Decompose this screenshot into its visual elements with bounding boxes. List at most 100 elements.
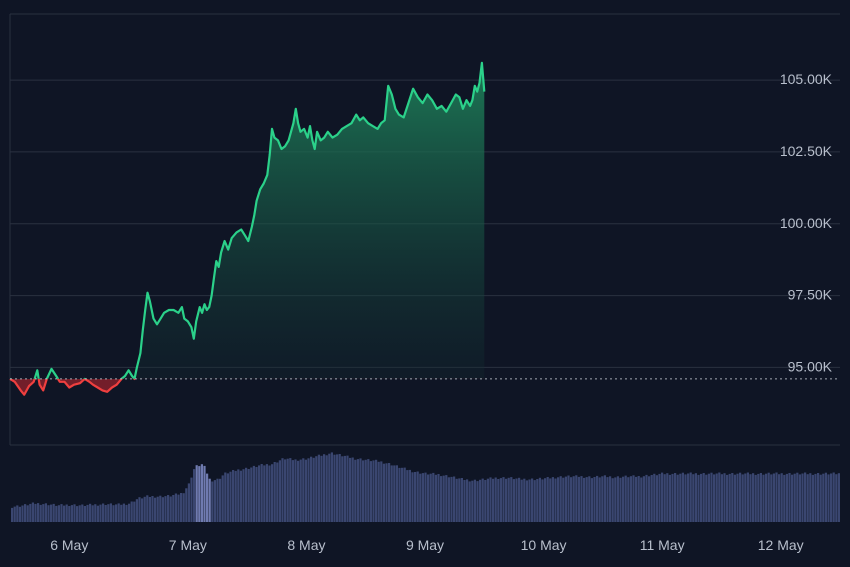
volume-bar xyxy=(590,478,593,522)
volume-bar xyxy=(89,503,92,522)
volume-bar xyxy=(141,498,144,522)
volume-bar xyxy=(151,496,154,522)
volume-bar xyxy=(473,479,476,522)
volume-bar xyxy=(648,476,651,522)
volume-bar xyxy=(221,475,224,522)
volume-bar xyxy=(528,479,531,522)
volume-bar xyxy=(616,476,619,522)
volume-bar xyxy=(198,466,201,522)
volume-bar xyxy=(130,501,133,522)
volume-bar xyxy=(239,470,242,522)
volume-bar xyxy=(247,469,250,522)
volume-bar xyxy=(767,472,770,522)
y-tick-label-0: 95.00K xyxy=(788,358,833,374)
volume-bar xyxy=(832,472,835,522)
volume-bar xyxy=(419,473,422,522)
volume-bar xyxy=(421,473,424,522)
volume-bar xyxy=(356,459,359,522)
volume-bar xyxy=(697,474,700,522)
volume-bar xyxy=(598,477,601,522)
volume-bar xyxy=(96,505,99,522)
volume-bar xyxy=(580,476,583,522)
x-tick-label-5: 11 May xyxy=(640,537,685,553)
volume-bar xyxy=(304,459,307,522)
volume-bar xyxy=(385,463,388,522)
volume-bar xyxy=(60,504,63,522)
volume-bar xyxy=(830,473,833,522)
volume-bar xyxy=(741,474,744,522)
volume-bar xyxy=(377,461,380,522)
volume-bar xyxy=(255,467,258,522)
volume-bar xyxy=(406,470,409,522)
volume-bar xyxy=(388,463,391,522)
volume-bar xyxy=(302,458,305,522)
volume-bar xyxy=(562,477,565,522)
volume-bar xyxy=(692,474,695,522)
volume-bar xyxy=(208,478,211,522)
volume-bar xyxy=(798,474,801,522)
volume-bar xyxy=(315,456,318,522)
volume-bar xyxy=(793,473,796,522)
volume-bar xyxy=(81,504,84,522)
volume-bar xyxy=(497,479,500,522)
volume-bar xyxy=(505,478,508,522)
volume-bar xyxy=(369,461,372,522)
volume-bar xyxy=(117,503,120,522)
volume-bar xyxy=(367,459,370,522)
volume-bar xyxy=(512,479,515,522)
volume-bar xyxy=(73,504,76,522)
volume-bar xyxy=(138,497,141,522)
x-tick-label-6: 12 May xyxy=(758,537,804,553)
volume-bar xyxy=(445,475,448,522)
volume-bar xyxy=(161,497,164,522)
volume-bar xyxy=(778,474,781,522)
volume-bar xyxy=(536,479,539,522)
volume-bar xyxy=(726,474,729,522)
volume-bar xyxy=(99,504,102,522)
volume-bar xyxy=(169,496,172,522)
volume-bar xyxy=(606,477,609,522)
volume-bar xyxy=(343,455,346,522)
volume-bar xyxy=(614,477,617,522)
volume-bar xyxy=(156,496,159,522)
volume-bar xyxy=(185,488,188,522)
volume-bar xyxy=(499,478,502,522)
volume-bar xyxy=(676,474,679,522)
volume-bar xyxy=(765,473,768,522)
x-tick-label-1: 7 May xyxy=(169,537,207,553)
volume-bar xyxy=(645,474,648,522)
volume-bar xyxy=(679,473,682,522)
volume-bar xyxy=(450,476,453,522)
volume-bar xyxy=(146,495,149,522)
volume-bar xyxy=(759,473,762,522)
volume-bar xyxy=(837,473,840,522)
volume-bar xyxy=(29,503,32,522)
volume-bar xyxy=(642,476,645,522)
volume-bar xyxy=(671,473,674,522)
volume-bar xyxy=(715,473,718,522)
volume-bar xyxy=(229,471,232,522)
volume-bar xyxy=(226,473,229,522)
volume-bar xyxy=(705,474,708,522)
volume-bar xyxy=(372,460,375,522)
volume-bar xyxy=(575,475,578,522)
volume-bar xyxy=(835,474,838,522)
volume-bar xyxy=(637,476,640,522)
volume-bar xyxy=(375,459,378,522)
volume-bar xyxy=(271,464,274,522)
volume-bar xyxy=(544,478,547,522)
volume-bar xyxy=(424,472,427,522)
volume-bar xyxy=(57,505,60,522)
volume-bar xyxy=(520,479,523,522)
volume-bar xyxy=(658,473,661,522)
price-line-up xyxy=(9,61,486,379)
volume-bar xyxy=(744,473,747,522)
volume-bar xyxy=(559,476,562,522)
volume-bar xyxy=(739,472,742,522)
volume-bar xyxy=(801,473,804,522)
volume-bar xyxy=(401,467,404,522)
volume-bar xyxy=(278,460,281,522)
volume-bar xyxy=(109,503,112,522)
volume-bar xyxy=(148,497,151,522)
volume-bar xyxy=(39,504,42,522)
